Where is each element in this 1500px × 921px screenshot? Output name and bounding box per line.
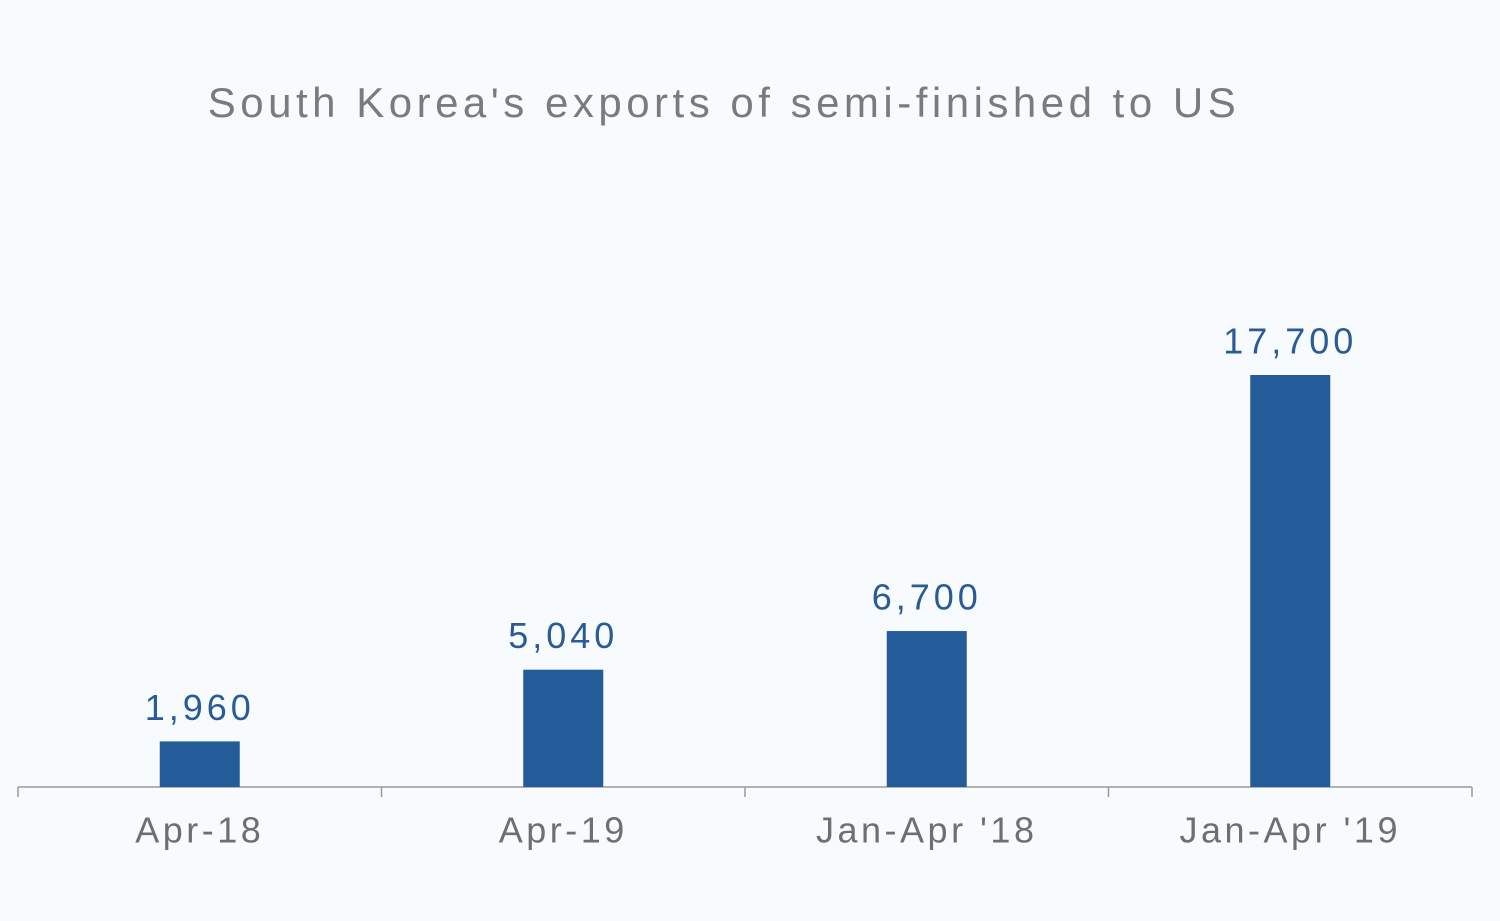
value-label: 17,700 — [1223, 321, 1357, 362]
value-label: 1,960 — [145, 687, 255, 728]
x-tick-label: Jan-Apr '19 — [1180, 810, 1401, 851]
value-label: 6,700 — [872, 577, 982, 618]
chart-title: South Korea's exports of semi-finished t… — [208, 79, 1240, 126]
value-label: 5,040 — [508, 615, 618, 656]
bar — [886, 631, 967, 787]
bar — [1250, 375, 1331, 787]
bar — [159, 741, 240, 787]
x-tick-label: Apr-18 — [135, 810, 264, 851]
x-tick-label: Apr-19 — [499, 810, 628, 851]
bar — [523, 669, 604, 787]
x-tick-label: Jan-Apr '18 — [816, 810, 1037, 851]
